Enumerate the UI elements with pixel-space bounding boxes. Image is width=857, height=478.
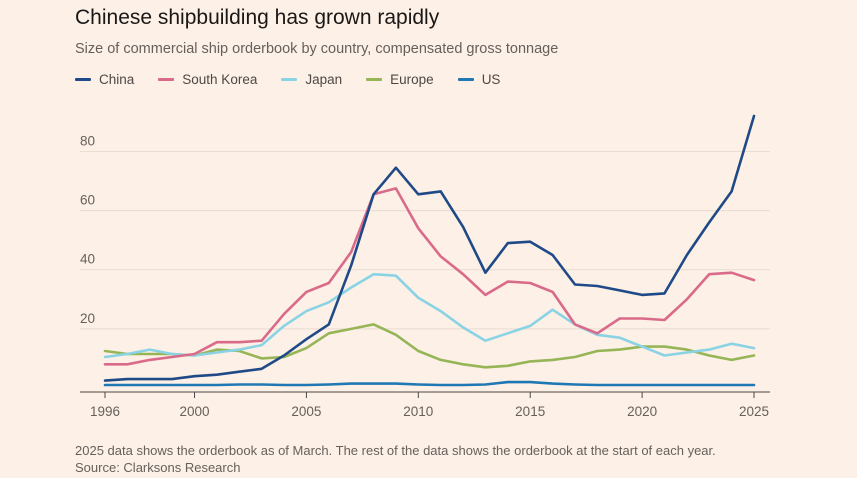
series-line-china <box>103 114 756 382</box>
y-tick-label-40: 40 <box>80 252 95 267</box>
legend-item-europe: Europe <box>366 72 434 87</box>
x-tick-label-2025: 2025 <box>739 404 769 419</box>
legend-item-japan: Japan <box>281 72 342 87</box>
legend-label-europe: Europe <box>390 72 434 87</box>
x-tick-label-2000: 2000 <box>179 404 209 419</box>
chart-title: Chinese shipbuilding has grown rapidly <box>75 6 440 29</box>
x-tick-label-2010: 2010 <box>403 404 433 419</box>
x-tick-label-2015: 2015 <box>515 404 545 419</box>
y-tick-label-60: 60 <box>80 193 95 208</box>
legend-swatch-south-korea <box>158 78 175 81</box>
legend-item-us: US <box>457 72 501 87</box>
series-line-europe <box>103 323 756 369</box>
chart-footnote: 2025 data shows the orderbook as of Marc… <box>75 443 716 458</box>
series-line-us <box>103 380 756 387</box>
legend-label-china: China <box>99 72 135 87</box>
legend-item-south-korea: South Korea <box>158 72 257 87</box>
legend-label-us: US <box>481 72 501 87</box>
x-tick-label-2005: 2005 <box>291 404 321 419</box>
chart-legend: China South Korea Japan Europe US <box>75 72 524 87</box>
legend-label-japan: Japan <box>305 72 343 87</box>
chart-subtitle: Size of commercial ship orderbook by cou… <box>75 41 559 57</box>
legend-swatch-china <box>75 78 91 81</box>
legend-swatch-europe <box>366 78 383 81</box>
legend-swatch-us <box>457 78 474 81</box>
x-tick-label-1996: 1996 <box>90 404 120 419</box>
chart-source: Source: Clarksons Research <box>75 460 241 475</box>
series-line-south-korea <box>103 187 756 366</box>
x-tick-label-2020: 2020 <box>627 404 657 419</box>
legend-label-south-korea: South Korea <box>182 72 258 87</box>
y-tick-label-80: 80 <box>80 133 95 148</box>
legend-item-china: China <box>75 72 134 87</box>
y-tick-label-20: 20 <box>80 311 95 326</box>
legend-swatch-japan <box>281 78 298 81</box>
series-line-japan <box>103 272 756 359</box>
